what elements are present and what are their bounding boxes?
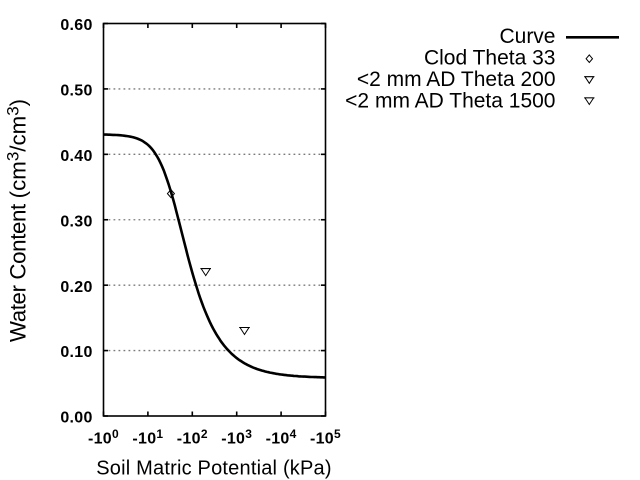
svg-text:0.20: 0.20 xyxy=(60,279,92,296)
svg-text:<2 mm AD Theta 1500: <2 mm AD Theta 1500 xyxy=(345,89,555,112)
svg-text:Soil Matric Potential (kPa): Soil Matric Potential (kPa) xyxy=(96,458,331,480)
svg-text:Curve: Curve xyxy=(499,25,555,48)
svg-text:0.30: 0.30 xyxy=(60,213,92,230)
svg-text:<2 mm AD Theta 200: <2 mm AD Theta 200 xyxy=(357,68,556,91)
svg-text:0.10: 0.10 xyxy=(60,344,92,361)
svg-text:0.00: 0.00 xyxy=(60,410,92,427)
svg-text:Water Content (cm3/cm3): Water Content (cm3/cm3) xyxy=(4,99,31,342)
svg-text:0.40: 0.40 xyxy=(60,148,92,165)
svg-text:-104: -104 xyxy=(266,427,297,448)
svg-text:-105: -105 xyxy=(310,427,341,448)
svg-text:0.50: 0.50 xyxy=(60,83,92,100)
svg-text:0.60: 0.60 xyxy=(60,17,92,34)
svg-text:-103: -103 xyxy=(221,427,252,448)
svg-text:-102: -102 xyxy=(177,427,208,448)
svg-text:-100: -100 xyxy=(88,427,119,448)
svg-text:-101: -101 xyxy=(132,427,163,448)
svg-text:Clod Theta 33: Clod Theta 33 xyxy=(424,46,556,69)
